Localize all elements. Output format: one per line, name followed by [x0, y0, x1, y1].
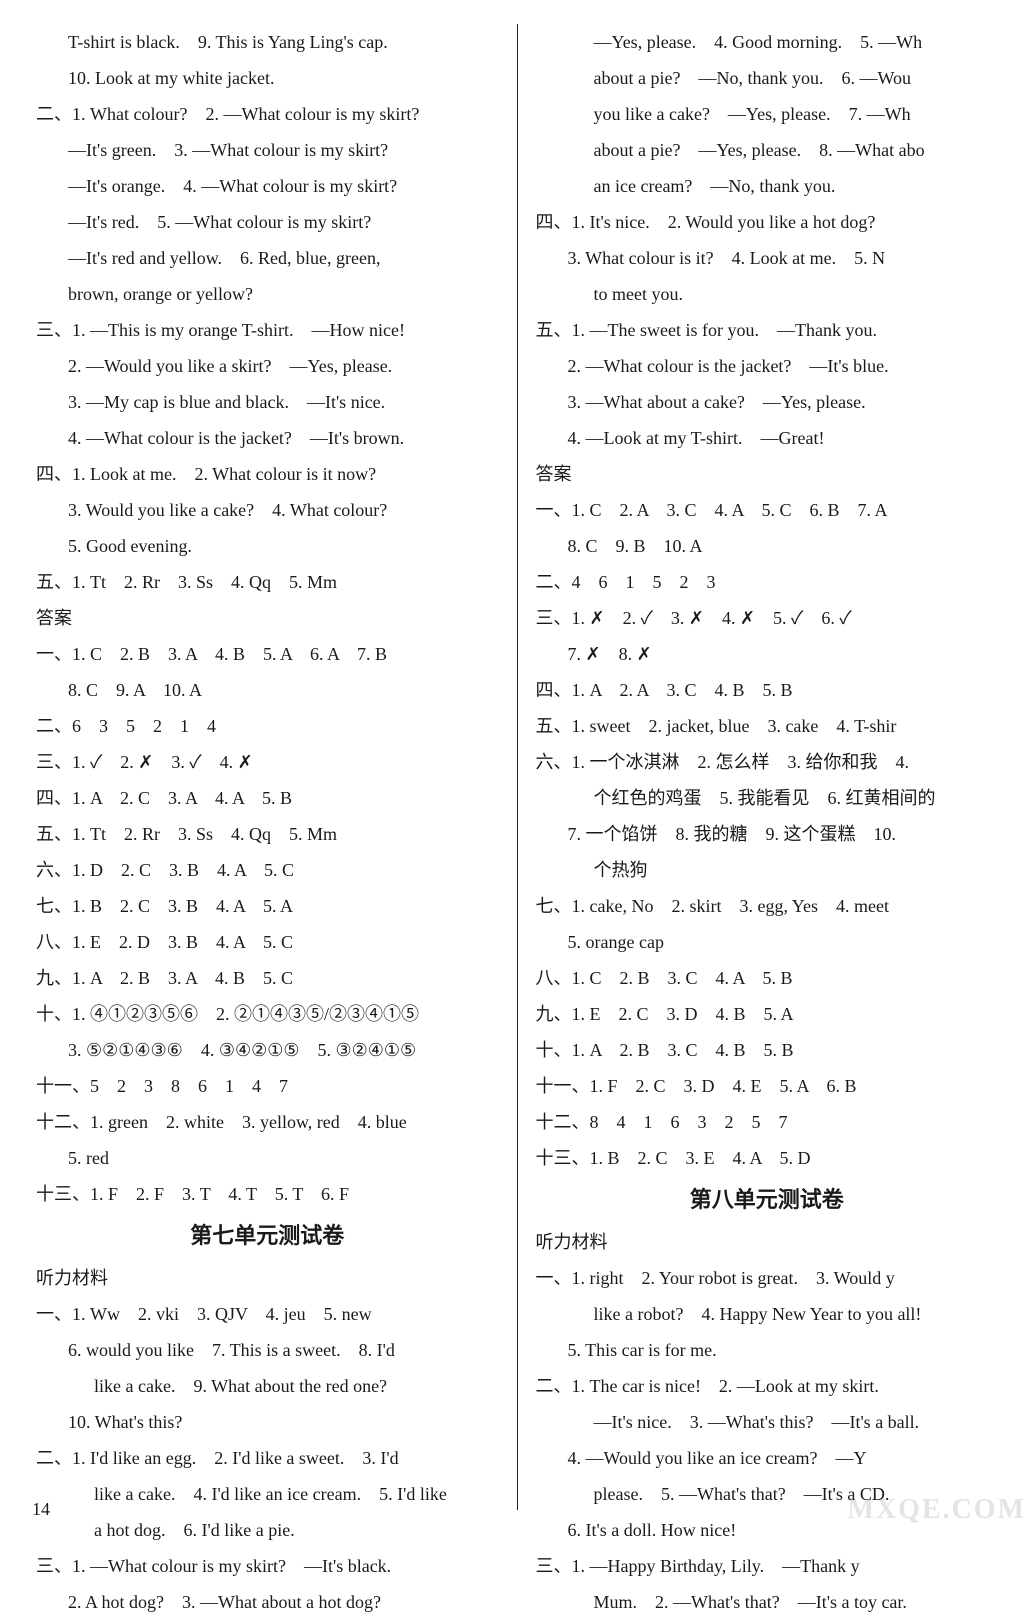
right-column: —Yes, please. 4. Good morning. 5. —Whabo… — [518, 24, 1007, 1510]
right-line-3: about a pie? —Yes, please. 8. —What abo — [536, 132, 999, 168]
right-line-22: 7. 一个馅饼 8. 我的糖 9. 这个蛋糕 10. — [536, 816, 999, 852]
right-line-23: 个热狗 — [536, 852, 999, 888]
right-line-33: 听力材料 — [536, 1224, 999, 1260]
left-line-41: a hot dog. 6. I'd like a pie. — [36, 1512, 499, 1548]
left-line-13: 3. Would you like a cake? 4. What colour… — [36, 492, 499, 528]
left-line-32: 十三、1. F 2. F 3. T 4. T 5. T 6. F — [36, 1176, 499, 1212]
left-line-12: 四、1. Look at me. 2. What colour is it no… — [36, 456, 499, 492]
left-line-4: —It's orange. 4. —What colour is my skir… — [36, 168, 499, 204]
left-line-26: 九、1. A 2. B 3. A 4. B 5. C — [36, 960, 499, 996]
left-line-8: 三、1. —This is my orange T-shirt. —How ni… — [36, 312, 499, 348]
left-line-16: 答案 — [36, 600, 499, 636]
right-line-26: 八、1. C 2. B 3. C 4. A 5. B — [536, 960, 999, 996]
left-line-10: 3. —My cap is blue and black. —It's nice… — [36, 384, 499, 420]
left-line-28: 3. ⑤②①④③⑥ 4. ③④②①⑤ 5. ③②④①⑤ — [36, 1032, 499, 1068]
page-number: 14 — [32, 1499, 50, 1520]
right-line-20: 六、1. 一个冰淇淋 2. 怎么样 3. 给你和我 4. — [536, 744, 999, 780]
right-line-42: 三、1. —Happy Birthday, Lily. —Thank y — [536, 1548, 999, 1584]
left-line-25: 八、1. E 2. D 3. B 4. A 5. C — [36, 924, 499, 960]
right-line-6: 3. What colour is it? 4. Look at me. 5. … — [536, 240, 999, 276]
right-line-29: 十一、1. F 2. C 3. D 4. E 5. A 6. B — [536, 1068, 999, 1104]
right-line-8: 五、1. —The sweet is for you. —Thank you. — [536, 312, 999, 348]
right-line-2: you like a cake? —Yes, please. 7. —Wh — [536, 96, 999, 132]
right-line-27: 九、1. E 2. C 3. D 4. B 5. A — [536, 996, 999, 1032]
right-line-40: please. 5. —What's that? —It's a CD. — [536, 1476, 999, 1512]
left-line-2: 二、1. What colour? 2. —What colour is my … — [36, 96, 499, 132]
right-line-1: about a pie? —No, thank you. 6. —Wou — [536, 60, 999, 96]
left-line-21: 四、1. A 2. C 3. A 4. A 5. B — [36, 780, 499, 816]
left-line-19: 二、6 3 5 2 1 4 — [36, 708, 499, 744]
right-line-17: 7. ✗ 8. ✗ — [536, 636, 999, 672]
right-line-25: 5. orange cap — [536, 924, 999, 960]
left-line-30: 十二、1. green 2. white 3. yellow, red 4. b… — [36, 1104, 499, 1140]
left-column: T-shirt is black. 9. This is Yang Ling's… — [28, 24, 518, 1510]
left-line-6: —It's red and yellow. 6. Red, blue, gree… — [36, 240, 499, 276]
right-line-10: 3. —What about a cake? —Yes, please. — [536, 384, 999, 420]
left-line-39: 二、1. I'd like an egg. 2. I'd like a swee… — [36, 1440, 499, 1476]
two-column-layout: T-shirt is black. 9. This is Yang Ling's… — [28, 24, 1006, 1510]
right-line-5: 四、1. It's nice. 2. Would you like a hot … — [536, 204, 999, 240]
right-line-28: 十、1. A 2. B 3. C 4. B 5. B — [536, 1032, 999, 1068]
right-line-14: 8. C 9. B 10. A — [536, 528, 999, 564]
left-line-20: 三、1. ✓ 2. ✗ 3. ✓ 4. ✗ — [36, 744, 499, 780]
right-line-16: 三、1. ✗ 2. ✓ 3. ✗ 4. ✗ 5. ✓ 6. ✓ — [536, 600, 999, 636]
left-line-38: 10. What's this? — [36, 1404, 499, 1440]
left-line-35: 一、1. Ww 2. vki 3. QJV 4. jeu 5. new — [36, 1296, 499, 1332]
left-line-17: 一、1. C 2. B 3. A 4. B 5. A 6. A 7. B — [36, 636, 499, 672]
left-line-29: 十一、5 2 3 8 6 1 4 7 — [36, 1068, 499, 1104]
right-line-4: an ice cream? —No, thank you. — [536, 168, 999, 204]
right-line-24: 七、1. cake, No 2. skirt 3. egg, Yes 4. me… — [536, 888, 999, 924]
left-line-9: 2. —Would you like a skirt? —Yes, please… — [36, 348, 499, 384]
right-line-36: 5. This car is for me. — [536, 1332, 999, 1368]
right-line-13: 一、1. C 2. A 3. C 4. A 5. C 6. B 7. A — [536, 492, 999, 528]
right-line-0: —Yes, please. 4. Good morning. 5. —Wh — [536, 24, 999, 60]
right-line-31: 十三、1. B 2. C 3. E 4. A 5. D — [536, 1140, 999, 1176]
left-line-18: 8. C 9. A 10. A — [36, 672, 499, 708]
right-line-11: 4. —Look at my T-shirt. —Great! — [536, 420, 999, 456]
left-line-7: brown, orange or yellow? — [36, 276, 499, 312]
left-line-33: 第七单元测试卷 — [36, 1212, 499, 1260]
left-line-42: 三、1. —What colour is my skirt? —It's bla… — [36, 1548, 499, 1584]
right-line-43: Mum. 2. —What's that? —It's a toy car. — [536, 1584, 999, 1620]
right-line-12: 答案 — [536, 456, 999, 492]
left-line-43: 2. A hot dog? 3. —What about a hot dog? — [36, 1584, 499, 1620]
left-line-22: 五、1. Tt 2. Rr 3. Ss 4. Qq 5. Mm — [36, 816, 499, 852]
right-line-37: 二、1. The car is nice! 2. —Look at my ski… — [536, 1368, 999, 1404]
right-line-34: 一、1. right 2. Your robot is great. 3. Wo… — [536, 1260, 999, 1296]
left-line-36: 6. would you like 7. This is a sweet. 8.… — [36, 1332, 499, 1368]
left-line-34: 听力材料 — [36, 1260, 499, 1296]
left-line-3: —It's green. 3. —What colour is my skirt… — [36, 132, 499, 168]
right-line-9: 2. —What colour is the jacket? —It's blu… — [536, 348, 999, 384]
right-line-21: 个红色的鸡蛋 5. 我能看见 6. 红黄相间的 — [536, 780, 999, 816]
left-line-15: 五、1. Tt 2. Rr 3. Ss 4. Qq 5. Mm — [36, 564, 499, 600]
right-line-39: 4. —Would you like an ice cream? —Y — [536, 1440, 999, 1476]
left-line-14: 5. Good evening. — [36, 528, 499, 564]
right-line-35: like a robot? 4. Happy New Year to you a… — [536, 1296, 999, 1332]
right-line-30: 十二、8 4 1 6 3 2 5 7 — [536, 1104, 999, 1140]
right-line-15: 二、4 6 1 5 2 3 — [536, 564, 999, 600]
right-line-38: —It's nice. 3. —What's this? —It's a bal… — [536, 1404, 999, 1440]
right-line-19: 五、1. sweet 2. jacket, blue 3. cake 4. T-… — [536, 708, 999, 744]
left-line-40: like a cake. 4. I'd like an ice cream. 5… — [36, 1476, 499, 1512]
right-line-18: 四、1. A 2. A 3. C 4. B 5. B — [536, 672, 999, 708]
left-line-31: 5. red — [36, 1140, 499, 1176]
right-line-7: to meet you. — [536, 276, 999, 312]
right-line-41: 6. It's a doll. How nice! — [536, 1512, 999, 1548]
left-line-23: 六、1. D 2. C 3. B 4. A 5. C — [36, 852, 499, 888]
left-line-24: 七、1. B 2. C 3. B 4. A 5. A — [36, 888, 499, 924]
left-line-1: 10. Look at my white jacket. — [36, 60, 499, 96]
left-line-27: 十、1. ④①②③⑤⑥ 2. ②①④③⑤/②③④①⑤ — [36, 996, 499, 1032]
right-line-32: 第八单元测试卷 — [536, 1176, 999, 1224]
left-line-5: —It's red. 5. —What colour is my skirt? — [36, 204, 499, 240]
left-line-0: T-shirt is black. 9. This is Yang Ling's… — [36, 24, 499, 60]
left-line-11: 4. —What colour is the jacket? —It's bro… — [36, 420, 499, 456]
left-line-37: like a cake. 9. What about the red one? — [36, 1368, 499, 1404]
